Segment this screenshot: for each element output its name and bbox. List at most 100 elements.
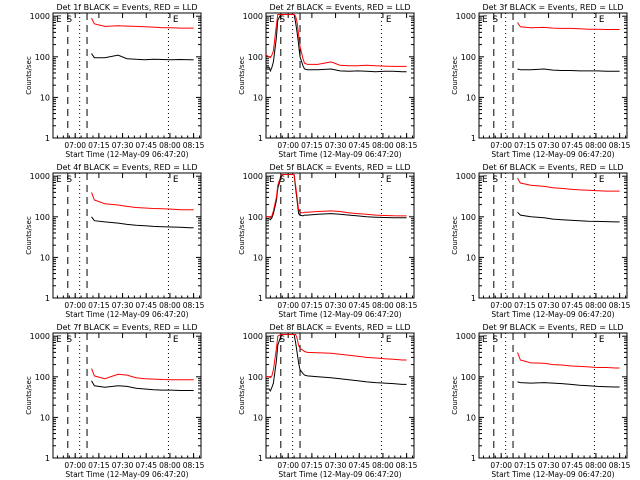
x-tick-label: 07:00 xyxy=(64,301,86,310)
x-tick-label: 07:00 xyxy=(277,301,299,310)
x-tick-label: 07:00 xyxy=(64,461,86,470)
y-tick-label: 10 xyxy=(466,253,476,262)
x-axis-label: Start Time (12-May-09 06:47:20) xyxy=(491,310,614,319)
x-tick-label: 08:00 xyxy=(585,301,607,310)
x-tick-label: 07:00 xyxy=(64,141,86,150)
plot-frame xyxy=(52,172,202,299)
plot-frame xyxy=(52,12,202,139)
detector-panel: Det 6f BLACK = Events, RED = LLD 1 10 100 10… xyxy=(451,163,631,319)
y-tick-label: 10 xyxy=(40,413,50,422)
lld-series-line xyxy=(91,368,194,381)
panel-title: Det 5f BLACK = Events, RED = LLD xyxy=(269,163,410,172)
x-tick-label: 08:15 xyxy=(396,301,418,310)
x-tick-label: 07:15 xyxy=(301,141,323,150)
events-series-line xyxy=(517,211,620,223)
x-tick-label: 07:30 xyxy=(538,301,560,310)
detector-panel: Det 7f BLACK = Events, RED = LLD 1 10 100 10… xyxy=(25,323,205,479)
detector-panel: Det 3f BLACK = Events, RED = LLD 1 10 100 10… xyxy=(451,3,631,159)
x-tick-label: 08:15 xyxy=(609,461,631,470)
y-tick-label: 10 xyxy=(40,93,50,102)
x-tick-label: 07:15 xyxy=(88,461,110,470)
lld-series-line xyxy=(517,22,620,30)
detector-panel: Det 1f BLACK = Events, RED = LLD 1 10 100 10… xyxy=(25,3,205,159)
x-axis-label: Start Time (12-May-09 06:47:20) xyxy=(491,150,614,159)
x-tick-label: 07:45 xyxy=(561,461,583,470)
x-tick-label: 08:15 xyxy=(183,461,205,470)
x-tick-label: 07:45 xyxy=(135,301,157,310)
x-tick-label: 08:00 xyxy=(372,461,394,470)
marker-s: S xyxy=(279,335,285,345)
x-tick-label: 07:45 xyxy=(561,301,583,310)
marker-e-right: E xyxy=(386,175,392,185)
marker-s: S xyxy=(279,15,285,25)
marker-e-right: E xyxy=(599,175,605,185)
lld-series-line xyxy=(266,174,407,219)
y-tick-label: 100 xyxy=(461,213,476,222)
x-tick-label: 07:45 xyxy=(135,141,157,150)
y-tick-label: 1000 xyxy=(30,332,50,341)
plot-frame xyxy=(265,12,415,139)
y-tick-label: 1000 xyxy=(456,12,476,21)
x-axis-label: Start Time (12-May-09 06:47:20) xyxy=(65,150,188,159)
x-tick-label: 07:15 xyxy=(88,141,110,150)
y-axis-label: Counts/sec xyxy=(25,56,33,95)
marker-e-left: E xyxy=(482,175,488,185)
plot-frame xyxy=(478,12,628,139)
y-axis-label: Counts/sec xyxy=(25,216,33,255)
y-tick-label: 1000 xyxy=(456,172,476,181)
y-tick-label: 100 xyxy=(248,213,263,222)
plot-frame xyxy=(52,332,202,459)
lld-series-line xyxy=(517,177,620,192)
y-tick-label: 100 xyxy=(35,53,50,62)
y-tick-label: 100 xyxy=(461,373,476,382)
marker-e-right: E xyxy=(386,15,392,25)
plot-frame xyxy=(478,172,628,299)
x-tick-label: 07:45 xyxy=(348,301,370,310)
y-tick-label: 10 xyxy=(466,413,476,422)
x-tick-label: 07:15 xyxy=(301,461,323,470)
y-tick-label: 1000 xyxy=(456,332,476,341)
x-tick-label: 07:15 xyxy=(514,301,536,310)
y-tick-label: 1000 xyxy=(30,12,50,21)
x-tick-label: 08:00 xyxy=(159,301,181,310)
y-tick-label: 1 xyxy=(45,454,50,463)
x-tick-label: 08:00 xyxy=(159,461,181,470)
y-tick-label: 1 xyxy=(471,294,476,303)
y-tick-label: 1 xyxy=(471,454,476,463)
x-tick-label: 08:00 xyxy=(585,141,607,150)
y-tick-label: 1000 xyxy=(243,332,263,341)
marker-e-left: E xyxy=(56,15,62,25)
detector-panel: Det 9f BLACK = Events, RED = LLD 1 10 100 10… xyxy=(451,323,631,479)
lld-series-line xyxy=(91,17,194,29)
panel-title: Det 2f BLACK = Events, RED = LLD xyxy=(269,3,410,12)
x-tick-label: 07:45 xyxy=(135,461,157,470)
marker-s: S xyxy=(492,175,498,185)
y-axis-label: Counts/sec xyxy=(451,376,459,415)
y-tick-label: 1000 xyxy=(243,12,263,21)
plot-frame xyxy=(478,332,628,459)
lld-series-line xyxy=(91,192,194,211)
y-tick-label: 100 xyxy=(248,373,263,382)
panel-title: Det 9f BLACK = Events, RED = LLD xyxy=(482,323,623,332)
y-axis-label: Counts/sec xyxy=(238,376,246,415)
x-tick-label: 07:45 xyxy=(348,141,370,150)
panel-title: Det 3f BLACK = Events, RED = LLD xyxy=(482,3,623,12)
events-series-line xyxy=(517,381,620,388)
marker-e-right: E xyxy=(599,15,605,25)
y-axis-label: Counts/sec xyxy=(238,56,246,95)
y-tick-label: 10 xyxy=(253,413,263,422)
x-tick-label: 07:00 xyxy=(277,461,299,470)
y-tick-label: 1000 xyxy=(30,172,50,181)
y-tick-label: 10 xyxy=(40,253,50,262)
x-tick-label: 07:00 xyxy=(490,301,512,310)
y-axis-label: Counts/sec xyxy=(238,216,246,255)
marker-s: S xyxy=(66,335,72,345)
events-series-line xyxy=(91,216,194,229)
y-tick-label: 1 xyxy=(471,134,476,143)
x-tick-label: 07:45 xyxy=(561,141,583,150)
x-tick-label: 07:15 xyxy=(88,301,110,310)
y-tick-label: 1 xyxy=(45,294,50,303)
y-tick-label: 1 xyxy=(258,134,263,143)
x-axis-label: Start Time (12-May-09 06:47:20) xyxy=(278,310,401,319)
